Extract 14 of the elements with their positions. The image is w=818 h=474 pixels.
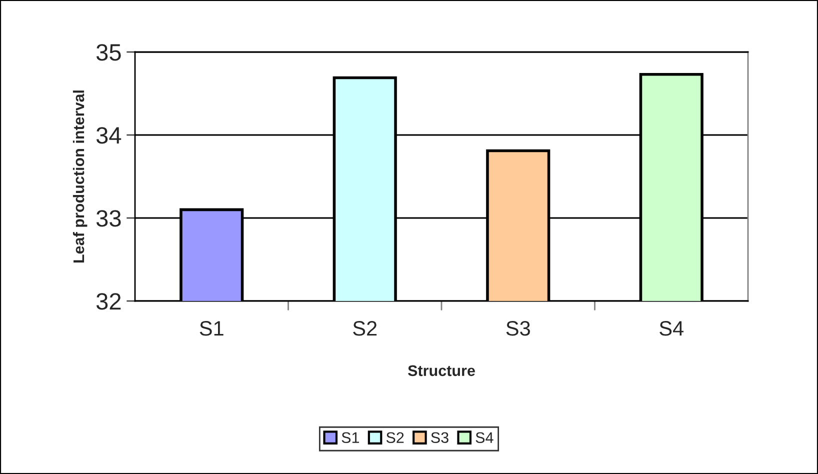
y-tick-label: 34 (96, 127, 122, 144)
x-tick-label: S1 (200, 320, 224, 336)
y-tick-label: 32 (96, 293, 121, 310)
y-tick-label: 35 (96, 44, 121, 61)
x-tick-label: S2 (353, 320, 377, 336)
legend-label: S3 (431, 432, 448, 444)
x-tick-label: S4 (660, 320, 684, 336)
y-axis-title: Leaf production interval (72, 90, 88, 262)
legend-label: S4 (476, 432, 494, 444)
legend-label: S2 (386, 432, 404, 444)
x-axis-title: Structure (408, 365, 475, 376)
x-tick-label: S3 (506, 320, 530, 336)
y-tick-label: 33 (96, 210, 121, 227)
legend-label: S1 (342, 432, 360, 444)
